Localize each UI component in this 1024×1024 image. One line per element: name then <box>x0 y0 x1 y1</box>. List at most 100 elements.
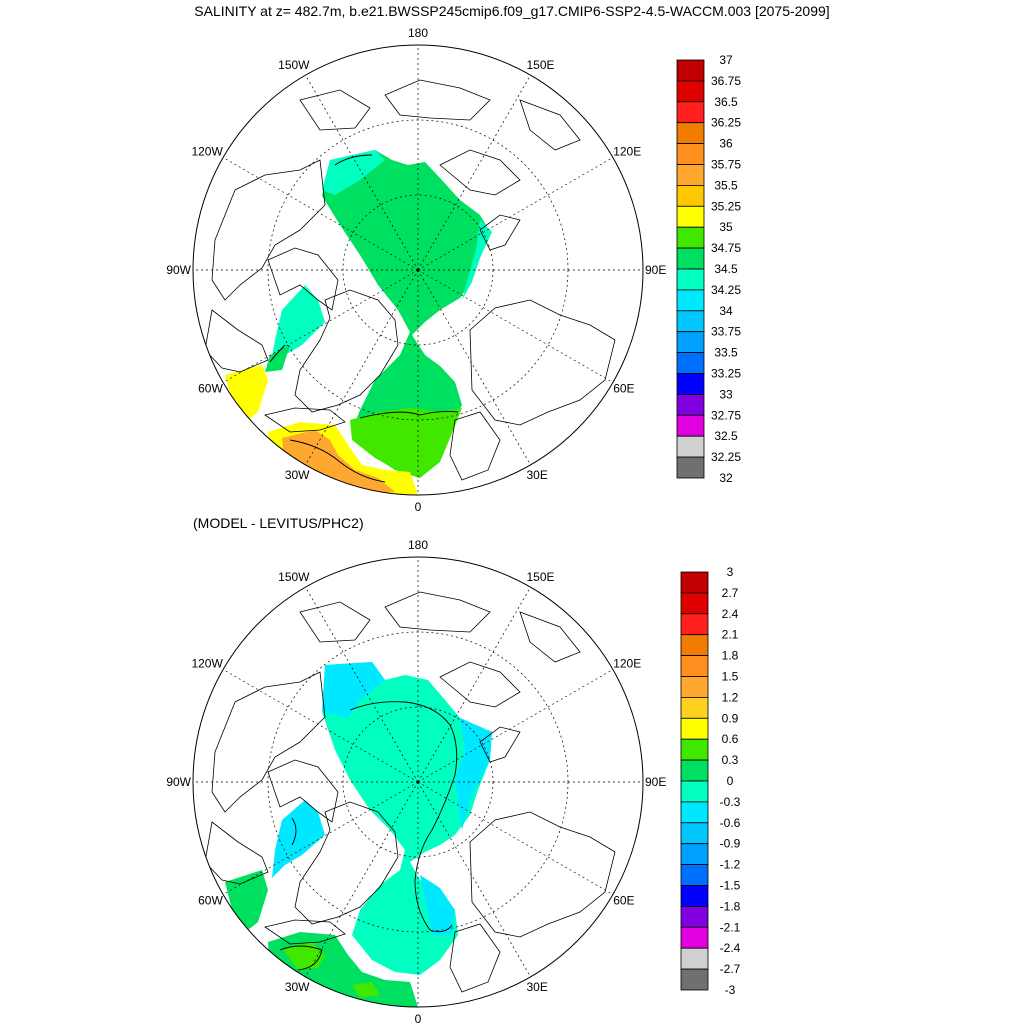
colorbar-label: 33.25 <box>711 367 741 381</box>
colorbar-label: -2.1 <box>720 920 741 934</box>
contours-top <box>269 154 459 483</box>
colorbar-label: -1.5 <box>720 879 741 893</box>
field-diff-atlantic-green2 <box>352 982 380 998</box>
colorbar-swatch <box>676 373 705 395</box>
longitude-label: 30W <box>285 980 310 994</box>
colorbar-swatch <box>680 613 709 636</box>
colorbar-swatch <box>676 268 705 291</box>
colorbar-label: 0.6 <box>722 732 739 746</box>
longitude-label: 30E <box>527 980 548 994</box>
longitude-label: 60W <box>198 382 223 396</box>
field-labrador-yellow <box>225 365 268 420</box>
longitude-label: 150E <box>527 570 555 584</box>
colorbar-label: 35.75 <box>711 158 741 172</box>
colorbar-label: 2.7 <box>722 586 739 600</box>
longitude-label: 120W <box>191 657 223 671</box>
colorbar-label: 2.1 <box>722 628 739 642</box>
colorbar-swatch <box>676 456 705 479</box>
colorbar-swatch <box>676 247 705 270</box>
difference-plot-subtitle: (MODEL - LEVITUS/PHC2) <box>193 515 364 531</box>
colorbar-label: 0.9 <box>722 711 739 725</box>
colorbar-swatch <box>680 571 709 594</box>
longitude-label: 0 <box>415 1012 422 1024</box>
colorbar-swatch <box>676 289 705 312</box>
longitude-label: 60W <box>198 894 223 908</box>
colorbar-label: 0.3 <box>722 753 739 767</box>
colorbar-swatch <box>680 801 709 824</box>
colorbar-swatch <box>680 864 709 886</box>
longitude-label: 150W <box>278 58 310 72</box>
colorbar-swatch <box>676 122 705 144</box>
colorbar-swatch <box>680 947 709 970</box>
field-diff-atlantic-green <box>282 942 325 970</box>
longitude-label: 0 <box>415 500 422 514</box>
colorbar-label: 1.8 <box>722 649 739 663</box>
colorbar-label: -0.6 <box>720 816 741 830</box>
field-diff-baffin <box>272 800 325 878</box>
colorbar-label: -3 <box>725 983 736 997</box>
longitude-label: 60E <box>613 382 634 396</box>
field-eurasian-edge <box>462 220 492 300</box>
map-field-model <box>204 79 616 495</box>
colorbar-label: 33 <box>719 387 733 401</box>
colorbar-label: 3 <box>727 565 734 579</box>
colorbar-difference: 3 2.7 2.4 2.1 1.8 1.5 1.2 0.9 0.6 0.3 0 -0.3 -0.6 -0.… <box>680 565 741 997</box>
colorbar-label: 36.5 <box>714 95 738 109</box>
colorbar-label: 34 <box>719 304 733 318</box>
colorbar-model: 37 36.75 36.5 36.25 36 35.75 35.5 35.25 35 34.75 3… <box>676 53 741 485</box>
colorbar-label: 35 <box>719 220 733 234</box>
colorbar-label: 36.75 <box>711 74 741 88</box>
colorbar-label: 33.5 <box>714 346 738 360</box>
longitude-label: 120E <box>613 657 641 671</box>
colorbar-swatch <box>680 926 709 949</box>
colorbar-swatch <box>676 414 705 437</box>
colorbar-swatch <box>680 717 709 740</box>
colorbar-swatch <box>680 843 709 866</box>
colorbar-label: -2.4 <box>720 941 741 955</box>
colorbar-swatch <box>676 80 705 103</box>
colorbar-label: 34.75 <box>711 241 741 255</box>
map-border-bottom <box>192 556 644 1008</box>
colorbar-swatch <box>680 592 709 615</box>
colorbar-label: -0.3 <box>720 795 741 809</box>
longitude-labels-top: 180 150E 120E 90E 60E 30E 0 30W 60W 90W 120W 150W <box>166 26 666 514</box>
field-diff-lightblue-fram <box>420 875 455 935</box>
colorbar-swatch <box>676 331 705 354</box>
colorbar-label: 32.25 <box>711 450 741 464</box>
colorbar-swatch <box>676 143 705 165</box>
longitude-label: 150W <box>278 570 310 584</box>
map-border-top <box>192 44 644 496</box>
colorbar-swatch <box>680 822 709 845</box>
colorbar-swatch <box>676 164 705 186</box>
map-model-minus-observation: 180 150E 120E 90E 60E 30E 0 30W 60W 90W 120W 150W 3… <box>166 538 740 1024</box>
colorbar-swatch <box>676 352 705 374</box>
field-diff-labrador <box>225 870 268 930</box>
coastlines-top <box>204 79 616 481</box>
contours-bottom <box>279 701 458 971</box>
field-baffin-green <box>265 345 290 372</box>
field-beaufort-cyan <box>322 150 385 195</box>
colorbar-label: 2.4 <box>722 607 739 621</box>
colorbar-label: 36 <box>719 137 733 151</box>
colorbar-label: 0 <box>727 774 734 788</box>
colorbar-label: 1.2 <box>722 690 739 704</box>
colorbar-swatch <box>676 184 705 207</box>
colorbar-swatch <box>676 205 705 228</box>
colorbar-label: 34.5 <box>714 262 738 276</box>
longitude-label: 150E <box>527 58 555 72</box>
colorbar-label: 32.5 <box>714 429 738 443</box>
colorbar-label: -0.9 <box>720 837 741 851</box>
colorbar-label: 36.25 <box>711 116 741 130</box>
colorbar-swatch <box>676 310 705 333</box>
longitude-label: 90W <box>166 263 191 277</box>
longitude-label: 120W <box>191 145 223 159</box>
longitude-label: 180 <box>408 26 428 40</box>
longitude-label: 30E <box>527 468 548 482</box>
colorbar-label: -1.8 <box>720 899 741 913</box>
colorbar-label: 1.5 <box>722 670 739 684</box>
colorbar-swatch <box>676 393 705 416</box>
colorbar-swatch <box>676 101 705 124</box>
field-arctic-basin <box>322 150 490 475</box>
colorbar-label: 33.75 <box>711 325 741 339</box>
